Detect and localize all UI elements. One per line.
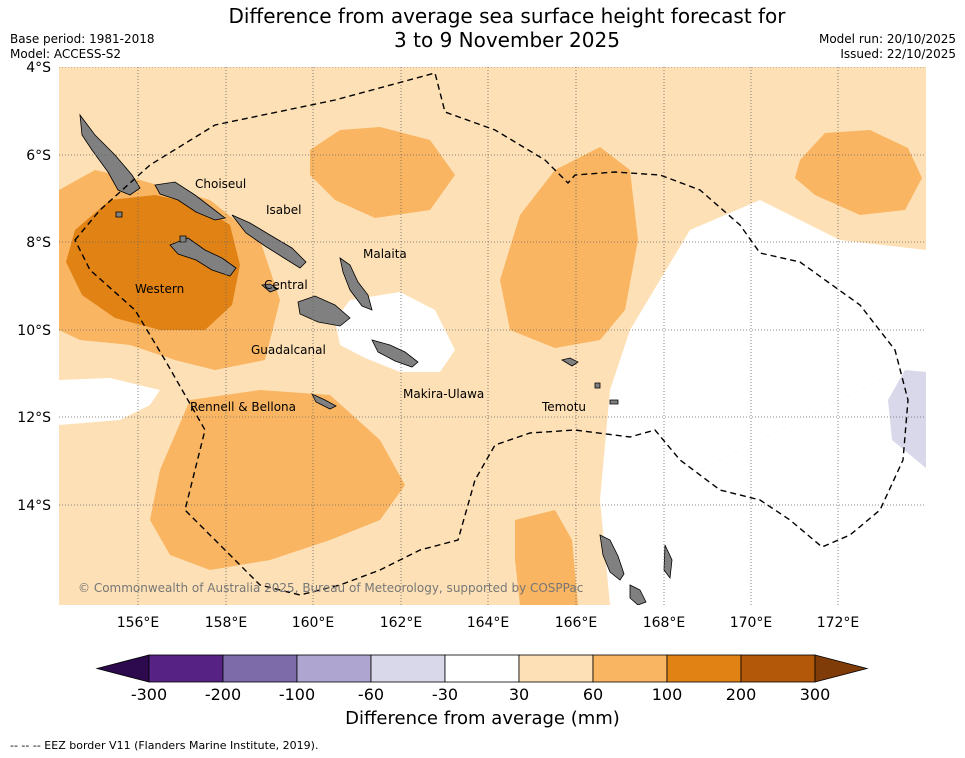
colorbar-tick: -60 [357, 685, 385, 704]
issued-date: Issued: 22/10/2025 [840, 47, 956, 61]
colorbar-tick: 30 [508, 685, 530, 704]
land-masses [79, 113, 673, 605]
lat-label: 10°S [17, 323, 51, 339]
label-rennell-bellona: Rennell & Bellona [190, 400, 296, 414]
lon-label: 160°E [292, 615, 335, 631]
island-small-1 [179, 235, 187, 243]
label-temotu: Temotu [541, 400, 586, 414]
island-new-georgia [169, 237, 237, 277]
colorbar-tick: 60 [582, 685, 604, 704]
colorbar-segment [666, 654, 742, 683]
lon-label: 164°E [467, 615, 510, 631]
colorbar-tick: -200 [204, 685, 242, 704]
anomaly-60-100-northeast [795, 130, 922, 215]
lat-label: 14°S [17, 498, 51, 514]
graticule [59, 67, 926, 605]
anomaly-60-100-southwest [150, 390, 405, 570]
eez-border [74, 72, 909, 596]
island-russell [261, 283, 279, 293]
label-central: Central [264, 278, 308, 292]
lon-label: 168°E [643, 615, 686, 631]
colorbar-tick: 300 [799, 685, 831, 704]
anomaly-neutral-east [610, 370, 926, 605]
colorbar-extension-high [814, 654, 869, 683]
island-small-2 [115, 211, 123, 218]
model-name: Model: ACCESS-S2 [10, 47, 122, 61]
label-guadalcanal: Guadalcanal [251, 343, 326, 357]
island-maewo [663, 544, 673, 580]
title-line-1: Difference from average sea surface heig… [228, 4, 786, 28]
island-isabel [231, 214, 307, 269]
anomaly-60-100-north [310, 127, 455, 218]
title-line-2: 3 to 9 November 2025 [394, 28, 620, 52]
island-guadalcanal [297, 295, 351, 327]
lat-label: 6°S [26, 148, 51, 164]
island-malakula [629, 584, 647, 605]
colorbar-tick: -100 [278, 685, 316, 704]
label-malaita: Malaita [363, 247, 407, 261]
colorbar-tick: 200 [725, 685, 757, 704]
lon-label: 166°E [555, 615, 598, 631]
colorbar-segment [370, 654, 446, 683]
island-espiritu-santo [599, 534, 625, 581]
island-rennell [311, 393, 337, 410]
lat-label: 12°S [17, 410, 51, 426]
eez-footnote: -- -- -- EEZ border V11 (Flanders Marine… [10, 739, 319, 752]
anomaly-60-100-south [515, 510, 578, 605]
colorbar-segment [148, 654, 224, 683]
anomaly-60-100-central [500, 147, 638, 348]
colorbar-segment [592, 654, 668, 683]
label-makira-ulawa: Makira-Ulawa [403, 387, 484, 401]
island-santa-cruz [560, 357, 579, 367]
colorbar-title: Difference from average (mm) [345, 708, 620, 729]
model-run: Model run: 20/10/2025 [818, 32, 956, 46]
axis-labels: 4°S 6°S 8°S 10°S 12°S 14°S 156°E 158°E 1… [17, 60, 859, 631]
colorbar-tick: -300 [130, 685, 168, 704]
base-period: Base period: 1981-2018 [10, 32, 155, 46]
anomaly-100-200-western-province [66, 195, 240, 330]
copyright-notice: © Commonwealth of Australia 2025, Bureau… [78, 581, 583, 595]
colorbar-segment [518, 654, 594, 683]
island-malaita [339, 257, 373, 311]
colorbar-segment [296, 654, 372, 683]
colorbar-tick: 100 [651, 685, 683, 704]
colorbar-segment [740, 654, 816, 683]
province-labels: Choiseul Isabel Malaita Western Central … [135, 177, 586, 414]
lat-label: 8°S [26, 235, 51, 251]
island-small-4 [609, 399, 619, 405]
lon-label: 156°E [117, 615, 160, 631]
lon-label: 172°E [817, 615, 860, 631]
lon-label: 162°E [380, 615, 423, 631]
lat-label: 4°S [26, 60, 51, 76]
colorbar-tick: -30 [431, 685, 459, 704]
island-small-3 [594, 382, 601, 389]
lon-label: 170°E [730, 615, 773, 631]
anomaly-neutral-central [335, 292, 455, 372]
label-choiseul: Choiseul [195, 177, 246, 191]
map-plot-area: Choiseul Isabel Malaita Western Central … [59, 67, 926, 605]
lon-label: 158°E [205, 615, 248, 631]
label-isabel: Isabel [266, 203, 301, 217]
anomaly-neutral-west [59, 378, 160, 425]
colorbar-segment [444, 654, 520, 683]
colorbar-extension-low [95, 654, 150, 683]
colorbar-segment [222, 654, 298, 683]
island-makira [371, 339, 419, 368]
label-western: Western [135, 282, 184, 296]
island-choiseul [154, 181, 226, 221]
anomaly-neutral-northeast [600, 200, 926, 605]
colorbar [95, 654, 869, 683]
